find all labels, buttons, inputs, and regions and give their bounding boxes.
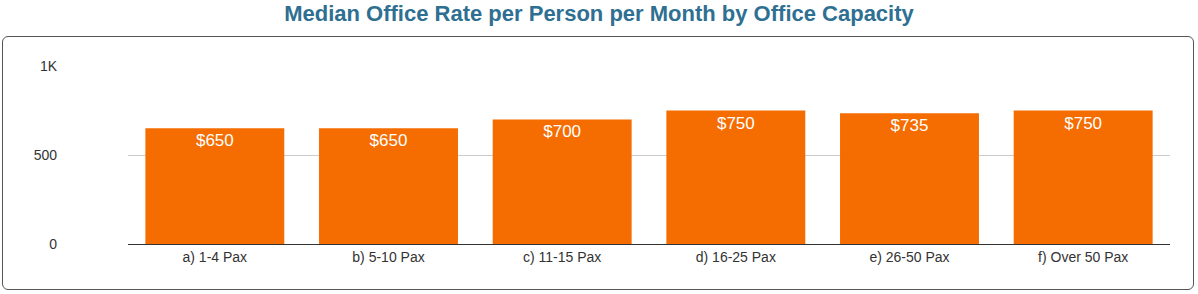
svg-text:$735: $735 [891, 116, 929, 135]
svg-text:e) 26-50 Pax: e) 26-50 Pax [869, 249, 949, 265]
svg-text:0: 0 [49, 236, 57, 252]
svg-text:$700: $700 [543, 122, 581, 141]
svg-text:500: 500 [34, 147, 58, 163]
svg-text:c) 11-15 Pax: c) 11-15 Pax [523, 249, 601, 265]
svg-text:1K: 1K [40, 58, 58, 74]
svg-text:d) 16-25 Pax: d) 16-25 Pax [696, 249, 776, 265]
svg-text:b) 5-10 Pax: b) 5-10 Pax [352, 249, 424, 265]
svg-text:f) Over 50 Pax: f) Over 50 Pax [1038, 249, 1128, 265]
svg-text:$650: $650 [196, 131, 234, 150]
svg-text:$750: $750 [717, 114, 755, 133]
svg-text:a) 1-4 Pax: a) 1-4 Pax [183, 249, 248, 265]
svg-text:$650: $650 [370, 131, 408, 150]
svg-text:Median Office Rate per Person: Median Office Rate per Person per Month … [284, 1, 914, 26]
svg-text:$750: $750 [1064, 114, 1102, 133]
